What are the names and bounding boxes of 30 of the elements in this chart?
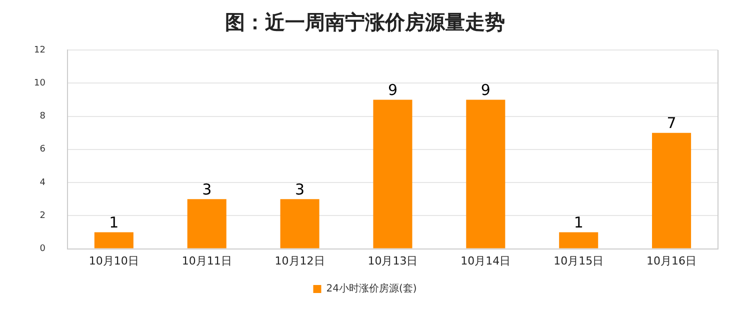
- data-label: 7: [666, 114, 676, 132]
- y-tick-label: 4: [40, 178, 46, 188]
- y-tick-label: 10: [34, 78, 46, 88]
- y-tick-label: 2: [40, 211, 46, 222]
- data-label: 9: [388, 81, 398, 100]
- bar: [466, 100, 506, 248]
- x-tick-label: 10月10日: [88, 254, 139, 268]
- bar: [280, 199, 320, 248]
- data-label: 3: [295, 180, 305, 198]
- bar: [94, 232, 134, 248]
- y-tick-label: 6: [40, 144, 46, 155]
- bar: [187, 199, 226, 248]
- bar: [652, 132, 692, 248]
- x-tick-label: 10月11日: [182, 254, 232, 268]
- x-tick-label: 10月12日: [274, 254, 325, 268]
- data-label: 1: [574, 214, 584, 232]
- y-tick-label: 12: [34, 45, 46, 56]
- chart-title: 图：近一周南宁涨价房源量走势: [225, 10, 505, 34]
- x-tick-label: 10月14日: [460, 254, 511, 268]
- x-tick-label: 10月16日: [646, 254, 697, 268]
- data-label: 1: [109, 214, 119, 232]
- bar: [559, 232, 598, 248]
- data-label: 3: [202, 180, 212, 198]
- bar: [373, 100, 412, 248]
- y-tick-label: 8: [40, 112, 46, 122]
- data-label: 9: [480, 81, 490, 100]
- x-tick-label: 10月15日: [554, 254, 604, 268]
- legend-label: 24小时涨价房源(套): [326, 282, 417, 295]
- x-tick-label: 10月13日: [368, 254, 418, 268]
- y-tick-label: 0: [40, 244, 46, 254]
